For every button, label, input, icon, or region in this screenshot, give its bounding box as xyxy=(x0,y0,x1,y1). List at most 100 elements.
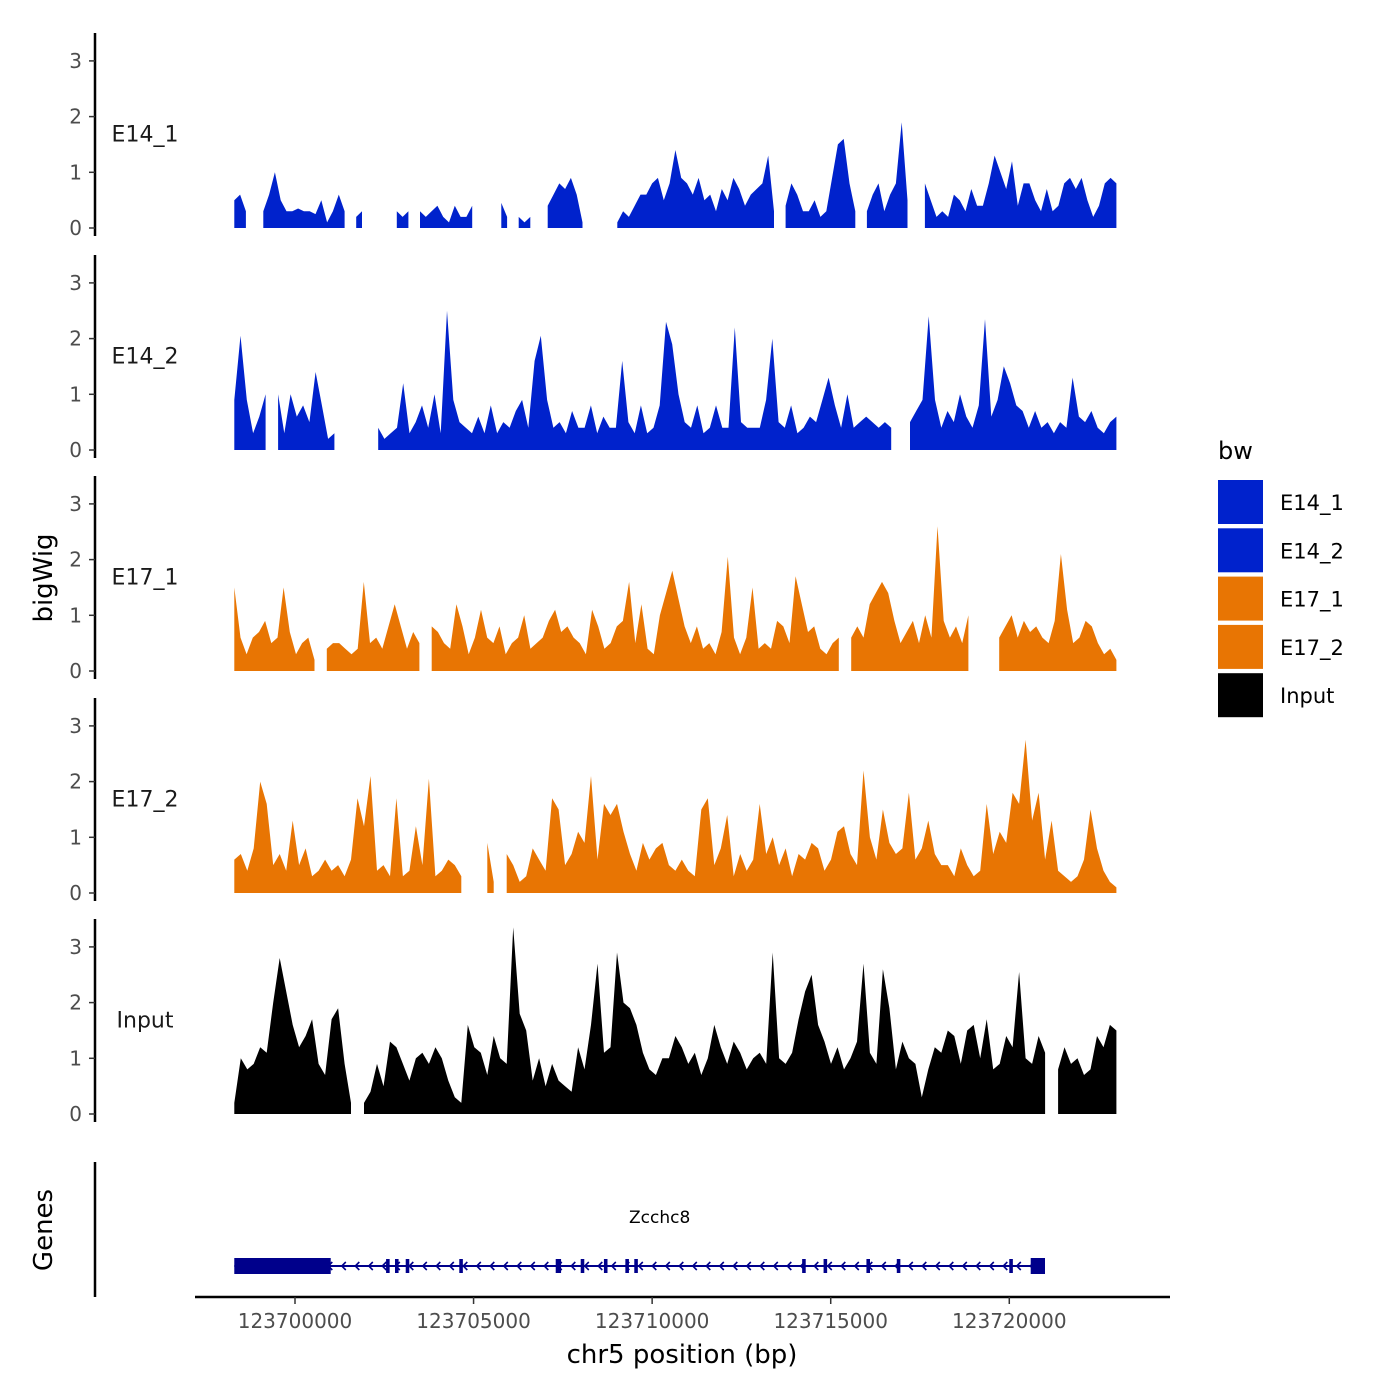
strand-arrow xyxy=(610,1261,617,1271)
y-tick-label: 2 xyxy=(69,548,82,572)
gene-exon xyxy=(234,1258,331,1274)
gene-exon xyxy=(802,1259,806,1273)
track-label: Input xyxy=(117,1008,174,1033)
gene-exon xyxy=(866,1259,870,1273)
y-tick-label: 0 xyxy=(69,438,82,462)
strand-arrow xyxy=(502,1261,509,1271)
strand-arrow xyxy=(1002,1261,1008,1271)
track-label: E14_2 xyxy=(112,344,179,369)
genes-panel: Genes Zcchc8 xyxy=(29,1162,1045,1297)
track-label: E17_2 xyxy=(112,787,179,812)
track-area-E14_2 xyxy=(234,310,1117,450)
gene-exon xyxy=(395,1259,399,1273)
strand-arrow xyxy=(381,1261,387,1271)
strand-arrow xyxy=(745,1261,752,1271)
y-tick-label: 3 xyxy=(69,271,82,295)
track-E14_1: 0 1 2 3 E14_1 xyxy=(69,33,1117,240)
strand-arrow xyxy=(462,1261,468,1271)
gene-exon xyxy=(555,1259,562,1273)
strand-arrow xyxy=(475,1261,482,1271)
strand-arrow xyxy=(718,1261,725,1271)
strand-arrow xyxy=(732,1261,738,1271)
legend-item-Input: Input xyxy=(1218,673,1334,718)
strand-arrow xyxy=(435,1261,441,1271)
y-tick-label: 3 xyxy=(69,492,82,516)
gene-exon xyxy=(1009,1259,1013,1273)
strand-arrow xyxy=(961,1261,968,1271)
strand-arrow xyxy=(583,1261,590,1271)
track-area-E17_2 xyxy=(234,739,1117,893)
track-E17_2: 0 1 2 3 E17_2 xyxy=(69,698,1117,905)
track-label: E17_1 xyxy=(112,565,179,590)
strand-arrow xyxy=(853,1261,860,1271)
track-E17_1: 0 1 2 3 E17_1 xyxy=(69,476,1117,683)
y-tick-label: 3 xyxy=(69,935,82,959)
legend-title: bw xyxy=(1218,437,1253,465)
legend-swatch xyxy=(1218,528,1263,573)
x-axis: 123700000 123705000 123710000 123715000 1237… xyxy=(195,1295,1170,1333)
legend-label: Input xyxy=(1280,684,1334,708)
x-axis-title: chr5 position (bp) xyxy=(567,1340,798,1370)
gene-exon xyxy=(405,1259,410,1273)
strand-arrow xyxy=(408,1261,414,1271)
gene-exon xyxy=(386,1259,390,1273)
strand-arrow xyxy=(786,1261,792,1271)
track-area-Input xyxy=(234,927,1117,1114)
y-tick-label: 2 xyxy=(69,991,82,1015)
strand-arrow xyxy=(489,1261,495,1271)
x-tick-label: 123705000 xyxy=(416,1309,531,1333)
y-tick-label: 1 xyxy=(69,160,82,184)
strand-arrow xyxy=(354,1261,360,1271)
gene-name-label: Zcchc8 xyxy=(629,1208,690,1228)
gene-exon xyxy=(823,1259,828,1273)
legend-label: E14_1 xyxy=(1280,491,1344,516)
y-tick-label: 2 xyxy=(69,105,82,129)
strand-arrow xyxy=(934,1261,941,1271)
y-axis-title: bigWig xyxy=(29,533,59,622)
track-Input: 0 1 2 3 Input xyxy=(69,919,1117,1126)
track-area-E14_1 xyxy=(234,122,1117,228)
legend-label: E17_1 xyxy=(1280,588,1344,613)
legend-swatch xyxy=(1218,624,1263,669)
track-area-E17_1 xyxy=(234,526,1117,671)
strand-arrow xyxy=(921,1261,927,1271)
strand-arrow xyxy=(570,1261,576,1271)
strand-arrow xyxy=(367,1261,374,1271)
x-tick-label: 123700000 xyxy=(238,1309,353,1333)
y-tick-label: 1 xyxy=(69,603,82,627)
strand-arrow xyxy=(448,1261,455,1271)
track-E14_2: 0 1 2 3 E14_2 xyxy=(69,255,1117,462)
y-tick-label: 0 xyxy=(69,1102,82,1126)
gene-exon xyxy=(580,1259,585,1273)
legend-item-E14_1: E14_1 xyxy=(1218,480,1344,524)
strand-arrow xyxy=(948,1261,954,1271)
strand-arrow xyxy=(813,1261,819,1271)
y-tick-label: 0 xyxy=(69,659,82,683)
strand-arrow xyxy=(880,1261,887,1271)
x-tick-label: 123715000 xyxy=(773,1309,888,1333)
strand-arrow xyxy=(826,1261,833,1271)
legend-item-E14_2: E14_2 xyxy=(1218,528,1344,573)
strand-arrow xyxy=(678,1261,684,1271)
strand-arrow xyxy=(975,1261,981,1271)
y-tick-label: 0 xyxy=(69,216,82,240)
y-tick-label: 3 xyxy=(69,714,82,738)
strand-arrow xyxy=(651,1261,657,1271)
y-tick-label: 3 xyxy=(69,49,82,73)
y-tick-label: 2 xyxy=(69,770,82,794)
strand-arrow xyxy=(759,1261,765,1271)
strand-arrow xyxy=(840,1261,846,1271)
y-tick-label: 0 xyxy=(69,881,82,905)
legend-label: E14_2 xyxy=(1280,539,1344,564)
gene-exon xyxy=(603,1259,608,1273)
legend: bw E14_1 E14_2 E17_1 E17_2 Input xyxy=(1218,437,1344,718)
tracks-layer: 0 1 2 3 E14_1 0 1 2 3 E14_2 0 1 2 3 E17_1 0 1 2 3 E17_2 0 1 2 3… xyxy=(69,33,1117,1126)
strand-arrow xyxy=(543,1261,549,1271)
strand-arrow xyxy=(1015,1261,1022,1271)
strand-arrow xyxy=(664,1261,671,1271)
strand-arrow xyxy=(516,1261,522,1271)
legend-swatch xyxy=(1218,480,1263,524)
legend-swatch xyxy=(1218,673,1263,718)
track-label: E14_1 xyxy=(112,122,179,147)
gene-exon xyxy=(896,1259,901,1273)
